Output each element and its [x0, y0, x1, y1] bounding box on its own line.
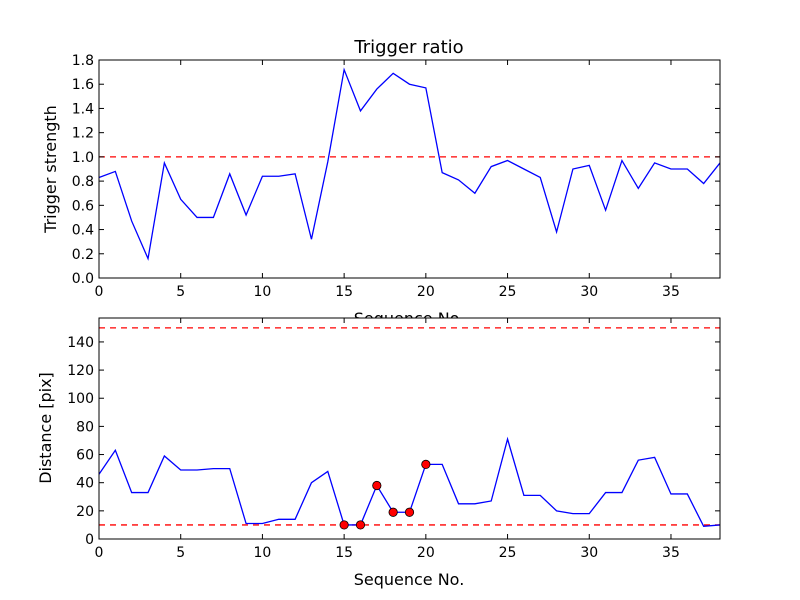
y-tick-label: 140 [67, 335, 94, 351]
plot-frame [98, 59, 721, 279]
y-tick-label: 0.6 [72, 198, 94, 214]
x-tick-label: 10 [254, 545, 272, 561]
x-tick-label: 35 [662, 545, 680, 561]
plot-frame [98, 317, 721, 540]
y-axis-label: Distance [pix] [36, 372, 55, 484]
x-tick-label: 15 [335, 545, 353, 561]
plot-area [99, 318, 720, 539]
x-tick-label: 30 [580, 545, 598, 561]
data-marker [404, 507, 415, 517]
distance-chart: 0 5 10 15 20 25 30 35 0 20 40 60 80 100 120 140 Sequenc… [36, 317, 721, 589]
y-tick-label: 60 [76, 448, 94, 464]
chart-title: Trigger ratio [353, 37, 463, 58]
x-tick-label: 20 [417, 284, 435, 300]
x-tick-label: 5 [176, 284, 185, 300]
series-line [98, 67, 721, 261]
data-marker [355, 520, 366, 530]
plot-area [99, 60, 720, 278]
data-marker [339, 520, 349, 530]
y-tick-label: 100 [67, 391, 94, 407]
y-tick-label: 1.6 [72, 77, 94, 93]
y-tick-label: 1.0 [72, 150, 94, 166]
y-axis-label: Trigger strength [41, 105, 60, 234]
y-tick-label: 40 [76, 476, 94, 492]
x-tick-label: 5 [176, 545, 185, 561]
x-tick-label: 0 [95, 545, 104, 561]
y-tick-label: 1.8 [72, 53, 94, 69]
y-tick-label: 0 [85, 532, 94, 548]
x-axis-label: Sequence No. [354, 570, 465, 589]
data-marker [388, 507, 398, 517]
y-tick-label: 0.4 [72, 223, 94, 239]
y-tick-label: 0.2 [72, 247, 94, 263]
y-tick-label: 1.4 [72, 101, 94, 117]
y-tick-label: 0.0 [72, 271, 94, 287]
x-tick-label: 25 [499, 284, 517, 300]
y-tick-label: 0.8 [72, 174, 94, 190]
x-tick-label: 20 [417, 545, 435, 561]
data-marker [372, 480, 382, 491]
y-tick-label: 20 [76, 504, 94, 520]
x-tick-label: 0 [95, 284, 104, 300]
x-tick-label: 30 [580, 284, 598, 300]
x-tick-label: 10 [254, 284, 272, 300]
data-marker [421, 459, 431, 469]
y-tick-label: 80 [76, 419, 94, 435]
x-tick-label: 15 [335, 284, 353, 300]
y-tick-label: 1.2 [72, 126, 94, 142]
x-tick-label: 35 [662, 284, 680, 300]
y-tick-label: 120 [67, 363, 94, 379]
x-tick-label: 25 [499, 545, 517, 561]
